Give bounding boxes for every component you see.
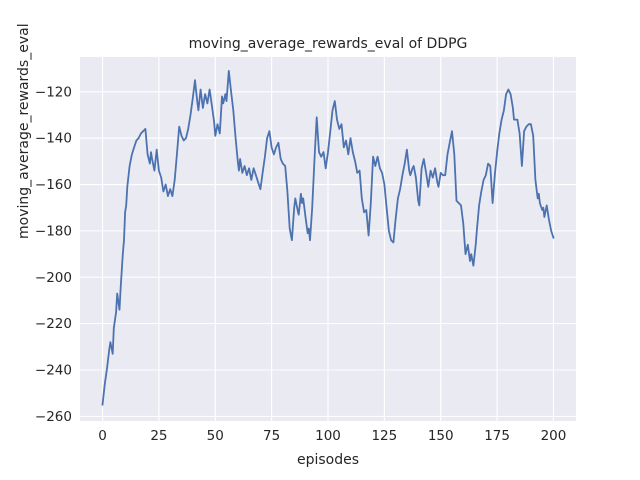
x-tick-label: 75 (263, 428, 280, 444)
y-tick-label: −220 (35, 316, 72, 332)
reward-curve (101, 70, 555, 406)
x-tick-label: 0 (98, 428, 107, 444)
y-tick-label: −180 (35, 223, 72, 239)
x-tick-label: 125 (371, 428, 397, 444)
x-tick-label: 175 (484, 428, 510, 444)
y-tick-label: −260 (35, 409, 72, 425)
x-tick-label: 25 (150, 428, 167, 444)
x-tick-label: 200 (541, 428, 567, 444)
y-tick-label: −160 (35, 177, 72, 193)
y-tick-label: −200 (35, 270, 72, 286)
x-axis-label: episodes (296, 452, 360, 468)
y-tick-label: −120 (35, 84, 72, 100)
chart-title: moving_average_rewards_eval of DDPG (188, 36, 468, 52)
y-tick-label: −240 (35, 362, 72, 378)
x-tick-label: 150 (428, 428, 454, 444)
x-tick-label: 50 (207, 428, 224, 444)
x-tick-label: 100 (315, 428, 341, 444)
y-tick-label: −140 (35, 131, 72, 147)
